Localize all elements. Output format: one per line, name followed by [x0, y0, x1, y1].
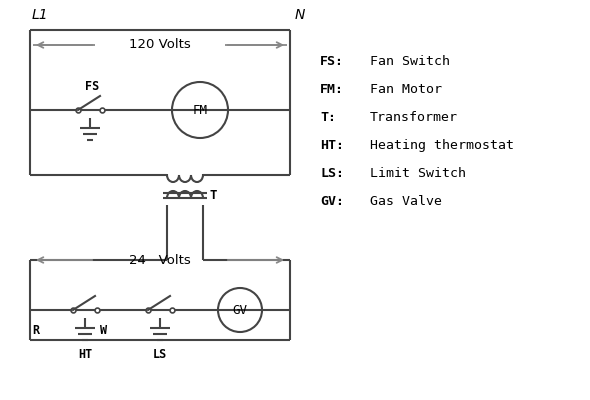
Text: R: R [32, 324, 39, 337]
Text: FM:: FM: [320, 83, 344, 96]
Text: HT:: HT: [320, 139, 344, 152]
Text: Heating thermostat: Heating thermostat [370, 139, 514, 152]
Text: T: T [209, 189, 217, 202]
Text: Fan Motor: Fan Motor [370, 83, 442, 96]
Text: L1: L1 [32, 8, 48, 22]
Text: Gas Valve: Gas Valve [370, 195, 442, 208]
Text: LS: LS [153, 348, 167, 361]
Text: Transformer: Transformer [370, 111, 458, 124]
Text: HT: HT [78, 348, 92, 361]
Text: 120 Volts: 120 Volts [129, 38, 191, 52]
Text: Fan Switch: Fan Switch [370, 55, 450, 68]
Text: T:: T: [320, 111, 336, 124]
Text: N: N [295, 8, 306, 22]
Text: GV: GV [232, 304, 247, 316]
Text: FS: FS [85, 80, 99, 93]
Text: FS:: FS: [320, 55, 344, 68]
Text: FM: FM [192, 104, 208, 116]
Text: W: W [100, 324, 107, 337]
Text: Limit Switch: Limit Switch [370, 167, 466, 180]
Text: GV:: GV: [320, 195, 344, 208]
Text: 24   Volts: 24 Volts [129, 254, 191, 266]
Text: LS:: LS: [320, 167, 344, 180]
